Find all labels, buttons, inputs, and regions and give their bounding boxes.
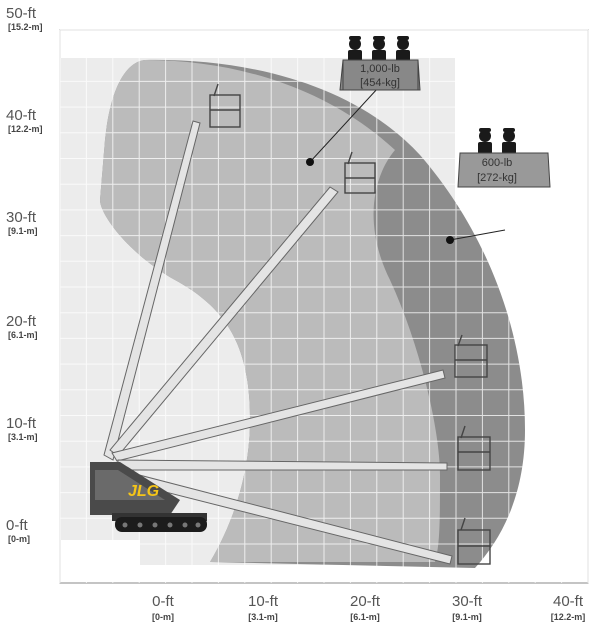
x-tick-label-ft: 0-ft (152, 593, 175, 610)
track (115, 517, 207, 532)
worker-icon (396, 36, 410, 62)
basket-2 (344, 151, 376, 194)
zone-1000lb (100, 60, 440, 562)
capacity-kg-454: [454-kg] (360, 77, 400, 89)
capacity-lb-600: 600-lb (482, 157, 513, 169)
worker-icon (372, 36, 386, 62)
y-tick-label-m: [12.2-m] (8, 124, 43, 134)
capacity-callout-1000lb: 1,000-lb [454-kg] (306, 36, 421, 166)
platform-icon (457, 152, 551, 188)
baskets (209, 83, 491, 565)
y-tick-label-ft: 0-ft (6, 517, 29, 534)
x-tick-label-m: [3.1-m] (248, 612, 278, 622)
platform-icon (339, 59, 421, 91)
capacity-lb-1000: 1,000-lb (360, 63, 400, 75)
y-tick-label-ft: 30-ft (6, 209, 37, 226)
basket-3 (454, 334, 488, 378)
y-tick-label-ft: 20-ft (6, 313, 37, 330)
basket-4 (457, 425, 491, 471)
y-axis-labels: 50-ft[15.2-m] 40-ft[12.2-m] 30-ft[9.1-m] 20… (6, 5, 43, 544)
y-tick-label-ft: 10-ft (6, 415, 37, 432)
y-tick-label-m: [0-m] (8, 534, 30, 544)
y-tick-label-m: [15.2-m] (8, 22, 43, 32)
x-tick-label-ft: 40-ft (553, 593, 584, 610)
worker-icon (502, 128, 516, 154)
y-tick-label-ft: 40-ft (6, 107, 37, 124)
basket-5 (457, 517, 491, 565)
x-tick-label-m: [12.2-m] (551, 612, 586, 622)
worker-icon (348, 36, 362, 62)
y-tick-label-m: [6.1-m] (8, 330, 38, 340)
worker-icon-group-3 (348, 36, 410, 62)
y-tick-label-m: [3.1-m] (8, 432, 38, 442)
x-tick-label-ft: 30-ft (452, 593, 483, 610)
x-tick-label-ft: 20-ft (350, 593, 381, 610)
capacity-callout-600lb: 600-lb [272-kg] (446, 128, 551, 244)
basket-1 (209, 83, 241, 128)
y-tick-label-m: [9.1-m] (8, 226, 38, 236)
boom-1 (103, 120, 201, 461)
x-axis-labels: 0-ft [0-m] 10-ft [3.1-m] 20-ft [6.1-m] 30-ft [9… (152, 593, 585, 622)
turret-highlight (95, 470, 165, 500)
boom-3 (111, 369, 446, 462)
machine: JLG (90, 462, 207, 532)
x-tick-label-m: [9.1-m] (452, 612, 482, 622)
worker-icon-group-2 (478, 128, 516, 154)
worker-icon (478, 128, 492, 154)
x-tick-label-m: [0-m] (152, 612, 174, 622)
x-tick-label-m: [6.1-m] (350, 612, 380, 622)
y-tick-label-ft: 50-ft (6, 5, 37, 22)
x-tick-label-ft: 10-ft (248, 593, 279, 610)
capacity-kg-272: [272-kg] (477, 172, 517, 184)
booms (103, 120, 453, 565)
brand-logo: JLG (128, 483, 159, 500)
